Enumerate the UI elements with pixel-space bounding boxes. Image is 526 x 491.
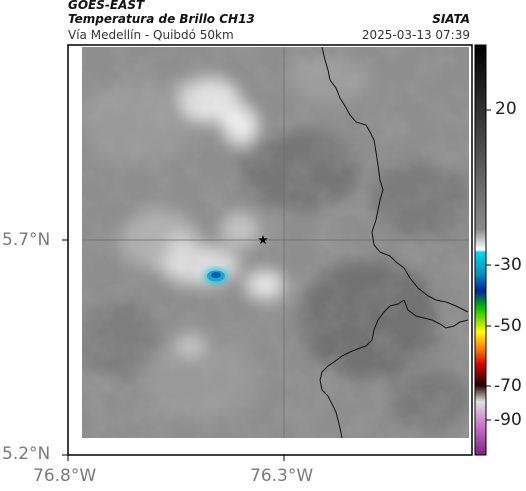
agency-label: SIATA xyxy=(432,12,470,26)
lat-label: 5.7°N xyxy=(2,230,51,250)
boundary-line xyxy=(403,299,469,329)
region-label: Vía Medellín - Quibdó 50km xyxy=(68,28,234,42)
product-title: Temperatura de Brillo CH13 xyxy=(68,12,255,26)
star-icon xyxy=(258,235,268,244)
lat-label: 5.2°N xyxy=(2,444,51,464)
colorbar-label: -30 xyxy=(494,255,522,275)
colorbar-label: -50 xyxy=(494,316,522,336)
colorbar-label: 20 xyxy=(495,99,517,119)
colorbar xyxy=(474,44,487,456)
timestamp-label: 2025-03-13 07:39 xyxy=(361,28,470,42)
boundary-line xyxy=(319,299,405,438)
satellite-title: GOES-EAST xyxy=(68,0,145,12)
satellite-field xyxy=(82,47,469,438)
colorbar-label: -90 xyxy=(494,410,522,430)
colorbar-label: -70 xyxy=(494,376,522,396)
lon-label: 76.8°W xyxy=(33,466,97,486)
lon-label: 76.3°W xyxy=(250,466,314,486)
boundary-line xyxy=(321,47,469,313)
